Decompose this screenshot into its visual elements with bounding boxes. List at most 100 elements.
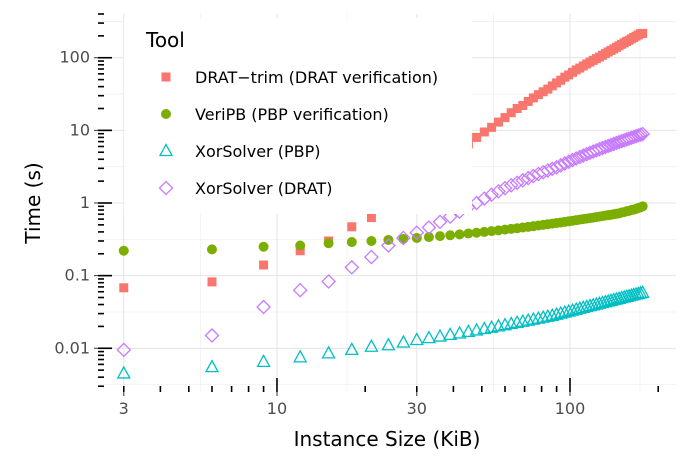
data-point <box>538 87 548 97</box>
y-tick-label: 1 <box>80 193 90 212</box>
data-point <box>606 136 622 152</box>
data-point <box>411 232 422 243</box>
legend-label: XorSolver (DRAT) <box>195 179 332 198</box>
legend-key <box>158 180 174 196</box>
data-point <box>363 249 379 265</box>
data-point <box>471 227 482 238</box>
data-point <box>598 294 613 308</box>
data-point <box>409 332 424 346</box>
data-point <box>528 93 538 103</box>
data-point <box>515 313 530 327</box>
data-point <box>536 309 551 323</box>
legend-key <box>161 72 171 82</box>
data-point <box>509 175 525 191</box>
data-point <box>497 180 513 196</box>
data-point <box>452 325 467 339</box>
data-point <box>523 96 533 106</box>
legend: Tool DRAT−trim (DRAT verification) VeriPB … <box>124 18 472 214</box>
data-point <box>366 213 376 223</box>
data-point <box>432 328 448 342</box>
series-2 <box>118 201 648 256</box>
data-point <box>423 232 434 243</box>
data-point <box>292 282 308 298</box>
data-point <box>295 240 306 251</box>
data-point <box>520 170 536 186</box>
data-point <box>568 151 584 166</box>
data-point <box>479 127 489 137</box>
axes: 3 10 30 100 0.01 0.1 1 10 100 <box>54 48 585 418</box>
data-point <box>396 334 411 348</box>
legend-box <box>124 18 472 214</box>
data-point <box>445 230 456 241</box>
data-point <box>628 128 644 144</box>
legend-key <box>158 143 174 157</box>
data-point <box>626 129 642 145</box>
data-point <box>364 338 379 352</box>
data-point <box>479 226 490 237</box>
data-point <box>443 326 458 341</box>
data-point <box>503 177 519 193</box>
y-tick-label: 0.1 <box>65 266 90 285</box>
data-point <box>469 322 484 336</box>
data-point <box>591 141 607 157</box>
data-point <box>544 161 560 177</box>
legend-label: XorSolver (PBP) <box>195 142 320 161</box>
data-point <box>207 277 217 287</box>
data-point <box>463 228 474 239</box>
data-point <box>506 108 516 118</box>
data-point <box>206 244 217 255</box>
data-point <box>484 187 500 203</box>
data-point <box>293 349 308 363</box>
legend-key <box>161 109 171 119</box>
data-point <box>531 310 546 324</box>
data-point <box>540 308 555 322</box>
data-point <box>512 104 522 113</box>
data-point <box>606 292 621 306</box>
data-point <box>381 337 396 351</box>
data-point <box>491 183 506 199</box>
data-point <box>487 122 497 132</box>
data-point <box>432 214 448 230</box>
data-point <box>434 231 445 242</box>
data-point <box>409 225 425 241</box>
data-point <box>549 159 565 175</box>
data-point <box>321 345 336 359</box>
legend-title: Tool <box>145 28 185 52</box>
y-axis-title: Time (s) <box>21 162 45 244</box>
data-point <box>461 324 476 338</box>
data-point <box>344 342 359 356</box>
data-point <box>630 128 646 143</box>
data-point <box>637 201 648 212</box>
series-4 <box>116 126 651 358</box>
data-point <box>321 274 337 289</box>
data-point <box>635 284 650 298</box>
data-point <box>561 154 577 170</box>
data-point <box>518 100 528 110</box>
data-point <box>116 342 132 358</box>
data-point <box>521 312 536 326</box>
data-point <box>118 245 129 256</box>
data-point <box>572 149 588 165</box>
series-3 <box>116 284 650 379</box>
data-point <box>635 126 651 142</box>
data-point <box>553 157 569 173</box>
data-point <box>592 295 607 309</box>
data-point <box>323 238 334 249</box>
data-point <box>557 156 573 171</box>
data-point <box>553 305 568 319</box>
data-point <box>346 237 357 248</box>
axis-rug-ticks <box>98 13 660 392</box>
data-points <box>116 28 651 379</box>
x-tick-label: 3 <box>119 399 129 418</box>
data-point <box>295 246 305 256</box>
y-tick-label: 100 <box>59 48 90 67</box>
y-tick-label: 10 <box>70 120 90 139</box>
data-point <box>204 328 220 343</box>
x-axis-title: Instance Size (KiB) <box>294 427 481 451</box>
data-point <box>633 127 648 143</box>
data-point <box>526 311 541 325</box>
data-point <box>380 238 396 253</box>
x-tick-label: 100 <box>555 399 586 418</box>
data-point <box>565 152 580 168</box>
data-point <box>540 163 556 178</box>
